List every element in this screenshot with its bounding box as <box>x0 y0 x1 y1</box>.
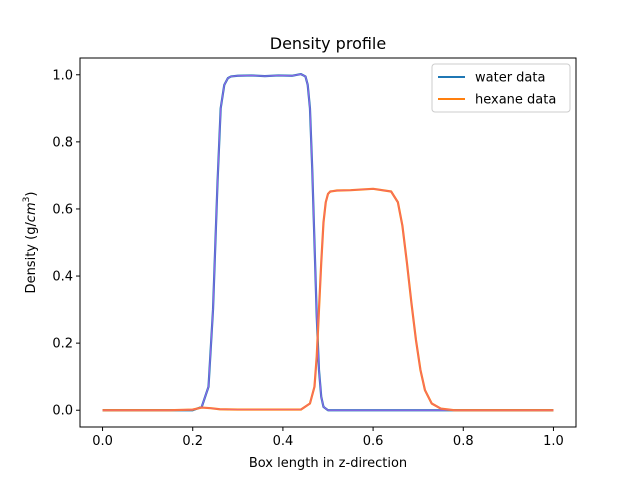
series-fit-line-2 <box>102 188 554 411</box>
series-2-point <box>424 390 425 391</box>
x-tick-label: 0.4 <box>273 434 294 449</box>
series-2-point <box>260 409 261 410</box>
series-1-point <box>318 369 319 370</box>
series-1-point <box>300 74 301 75</box>
y-axis-label-suffix: ) <box>24 192 39 197</box>
axes-frame <box>79 57 577 428</box>
y-tick-label: 0.6 <box>52 202 73 217</box>
series-1-point <box>208 386 209 387</box>
series-2-point <box>282 409 283 410</box>
x-tick-label: 0.8 <box>453 434 474 449</box>
y-axis-label-unit: cm <box>24 202 39 222</box>
y-tick-label: 0.0 <box>52 404 73 419</box>
series-1-point <box>230 76 231 77</box>
series-1-point <box>227 78 228 79</box>
chart-title: Density profile <box>270 34 386 53</box>
series-2-point <box>508 410 509 411</box>
series-1-point <box>224 84 225 85</box>
series-2-point <box>553 410 554 411</box>
series-1-point <box>312 168 313 169</box>
series-2-point <box>454 410 455 411</box>
x-axis-label: Box length in z-direction <box>249 456 407 471</box>
series-2-point <box>332 191 333 192</box>
series-2-point <box>170 410 171 411</box>
series-2-point <box>391 191 392 192</box>
series-1-point <box>307 84 308 85</box>
series-2-point <box>321 262 322 263</box>
series-1-point <box>372 410 373 411</box>
series-2-point <box>192 409 193 410</box>
series-2-point <box>314 386 315 387</box>
series-2-point <box>124 410 125 411</box>
y-tick-label: 0.2 <box>52 337 73 352</box>
x-tick-label: 0.6 <box>363 434 384 449</box>
series-2-point <box>327 193 328 194</box>
series-1-point <box>305 76 306 77</box>
series-2-point <box>102 410 103 411</box>
x-tick-label: 1.0 <box>543 434 564 449</box>
series-2-point <box>318 309 319 310</box>
y-axis-label: Density (g/cm3) <box>22 192 39 294</box>
y-axis-label-exponent: 3 <box>22 197 32 203</box>
series-2-point <box>316 356 317 357</box>
series-2-point <box>397 202 398 203</box>
series-1-point <box>237 75 238 76</box>
y-tick-label: 0.4 <box>52 270 73 285</box>
legend-box <box>431 63 571 113</box>
series-1-point <box>418 410 419 411</box>
series-2-point <box>402 225 403 226</box>
plot-area: 0.0 0.2 0.4 0.6 0.8 1.0 0.0 0.2 0.4 0.6 0.8 1.0 Dens… <box>22 34 577 471</box>
series-2-point <box>415 339 416 340</box>
series-2-point <box>210 408 211 409</box>
series-2-point <box>372 188 373 189</box>
series-1-point <box>212 309 213 310</box>
y-axis-label-prefix: Density (g/ <box>24 222 39 294</box>
legend: water data hexane data <box>431 63 571 113</box>
series-2-point <box>325 202 326 203</box>
series-2-point <box>431 403 432 404</box>
series-1-point <box>220 108 221 109</box>
series-2-point <box>350 190 351 191</box>
series-1-point <box>251 75 252 76</box>
series-1-point <box>217 182 218 183</box>
x-tick-label: 0.0 <box>92 434 113 449</box>
series-1-point <box>291 75 292 76</box>
series-2-point <box>300 409 301 410</box>
series-2-point <box>336 190 337 191</box>
series-2-point <box>406 262 407 263</box>
series-1-point <box>314 242 315 243</box>
series-2-point <box>309 403 310 404</box>
series-1-point <box>316 316 317 317</box>
series-2-point <box>440 408 441 409</box>
series-2-point <box>330 191 331 192</box>
legend-label-2: hexane data <box>475 93 556 108</box>
series-1-point <box>278 75 279 76</box>
series-2-point <box>219 409 220 410</box>
series-2-point <box>420 369 421 370</box>
series-2-point <box>237 409 238 410</box>
series-1-point <box>323 406 324 407</box>
y-tick-label: 1.0 <box>52 68 73 83</box>
series-fit-line-1 <box>102 73 554 411</box>
series-2-point <box>323 222 324 223</box>
y-tick-label: 0.8 <box>52 135 73 150</box>
series-1-point <box>327 410 328 411</box>
legend-label-1: water data <box>475 71 545 86</box>
series-2-point <box>201 407 202 408</box>
x-tick-label: 0.2 <box>182 434 203 449</box>
series-2-point <box>147 410 148 411</box>
series-2-point <box>463 410 464 411</box>
series-1-point <box>336 410 337 411</box>
series-1-point <box>309 108 310 109</box>
series-1-point <box>264 76 265 77</box>
series-1-point <box>321 396 322 397</box>
series-2-point <box>411 302 412 303</box>
